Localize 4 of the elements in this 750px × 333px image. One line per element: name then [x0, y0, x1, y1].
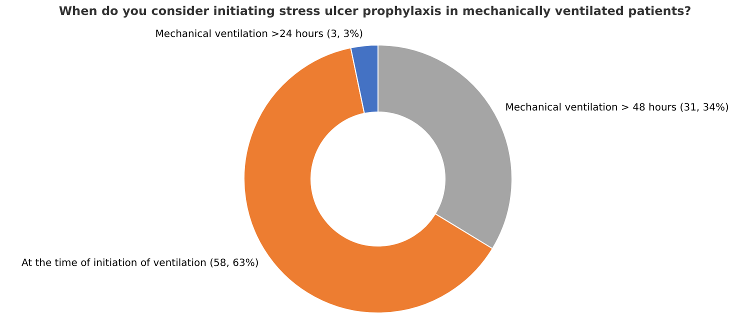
slice-label: Mechanical ventilation > 48 hours (31, 34%) [505, 102, 730, 114]
chart-title: When do you consider initiating stress ulcer prophylaxis in mechanically ventilated patients? [58, 4, 692, 18]
slice-label: Mechanical ventilation >24 hours (3, 3%) [155, 28, 364, 40]
slice-label: At the time of initiation of ventilation (58, 63%) [21, 258, 259, 270]
